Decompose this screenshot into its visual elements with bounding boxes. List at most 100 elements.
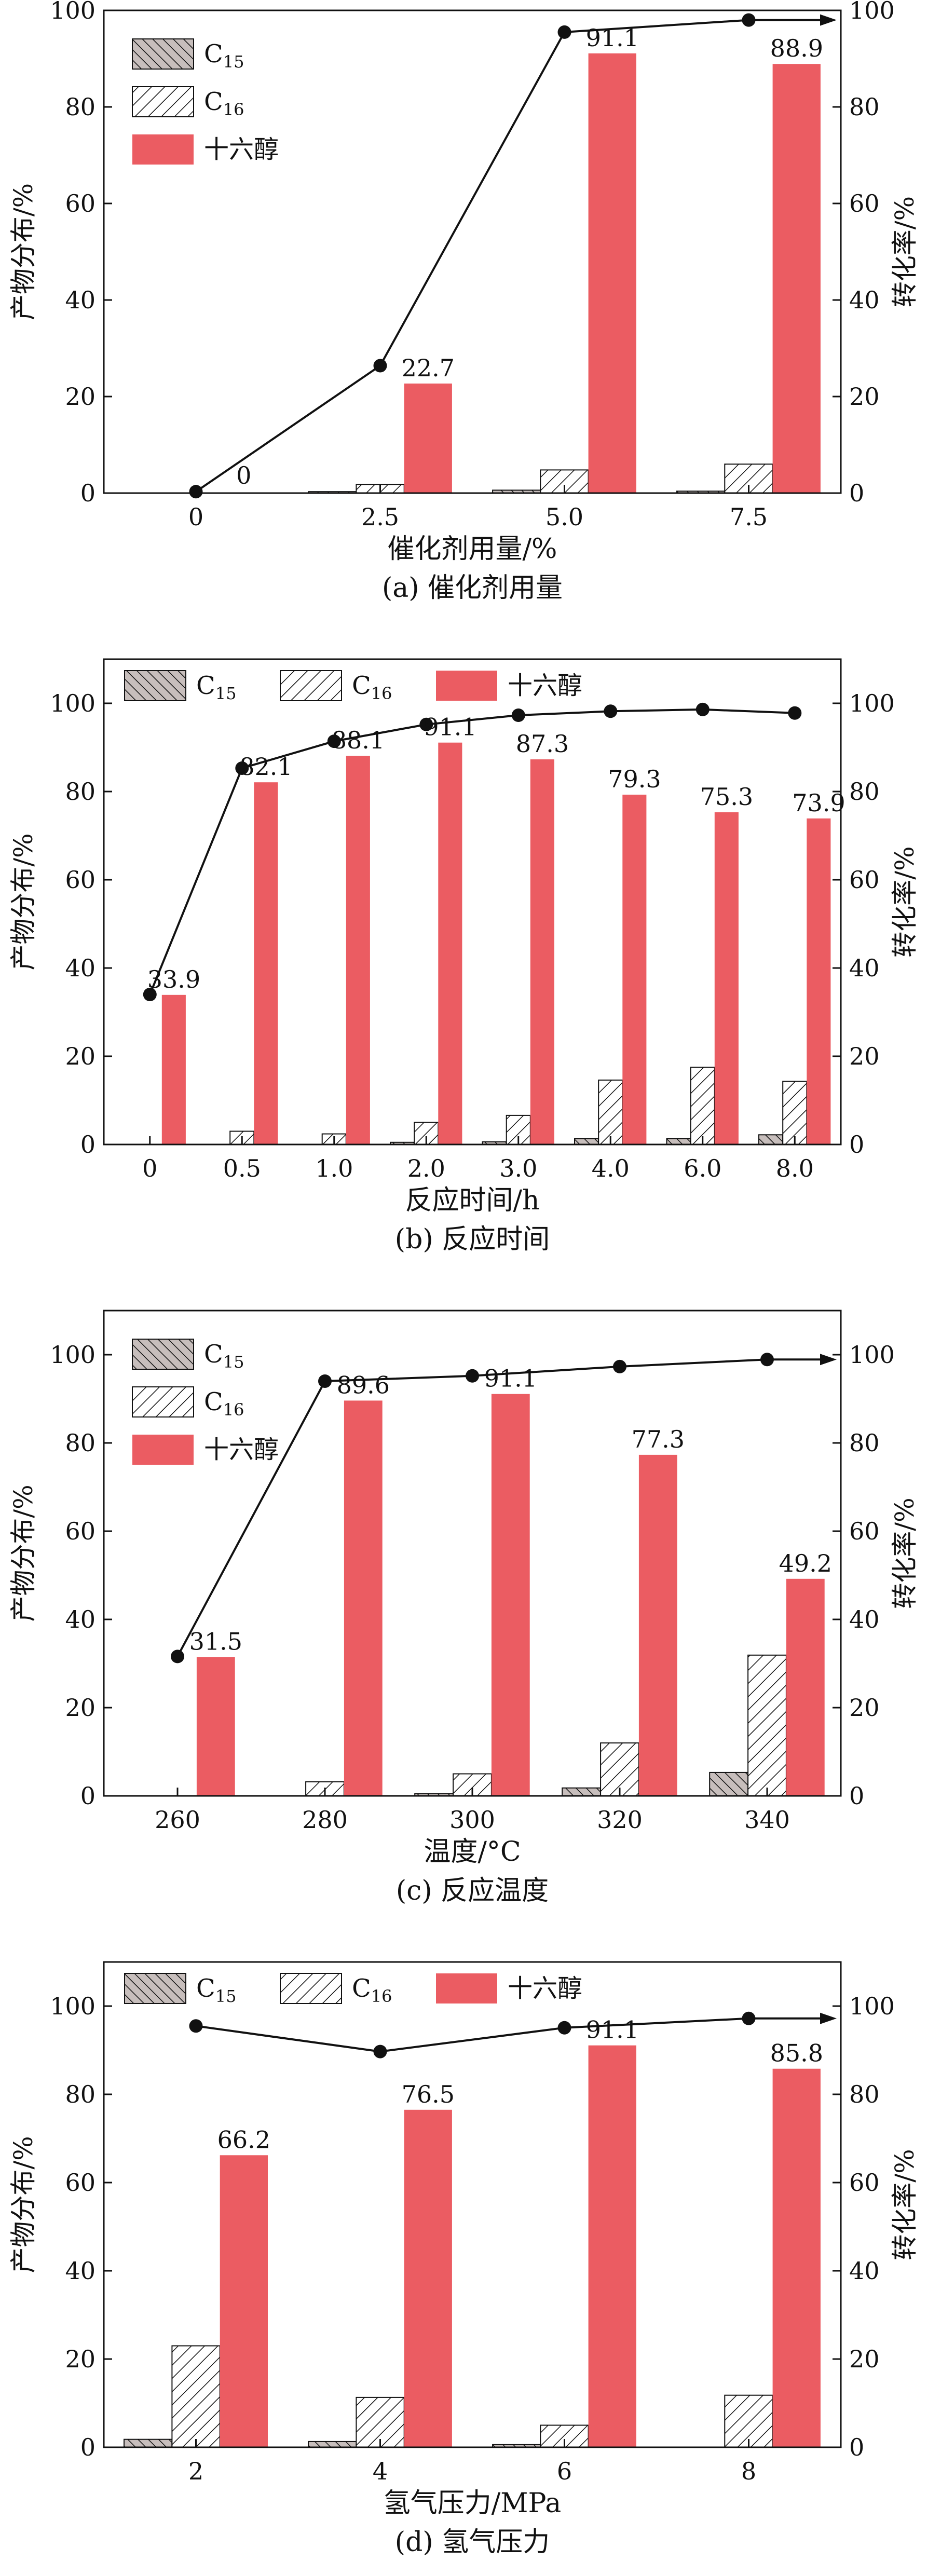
y2-tick-label: 40: [849, 286, 880, 314]
legend-alcohol-label: 十六醇: [204, 1435, 279, 1464]
legend-alcohol-swatch: [132, 1435, 194, 1465]
legend-c15-label: C15: [204, 1340, 244, 1372]
y2-tick-label: 20: [849, 1694, 880, 1722]
bar-value-label: 91.1: [484, 1365, 537, 1393]
alcohol-bar: [438, 742, 462, 1144]
alcohol-bar: [404, 2109, 452, 2448]
y2-tick-label: 60: [849, 2169, 880, 2197]
panel-caption: (a) 催化剂用量: [382, 573, 563, 604]
plot-frame: [103, 658, 842, 1146]
legend-alcohol-label: 十六醇: [508, 1974, 582, 2003]
conversion-point: [171, 1650, 184, 1664]
legend: C15 C16 十六醇: [124, 1973, 582, 2006]
alcohol-bar: [588, 53, 636, 494]
x-tick-label: 3.0: [499, 1154, 537, 1182]
y-tick-label: 40: [65, 286, 96, 314]
conversion-point: [143, 988, 157, 1001]
legend-c15-label: C15: [204, 39, 244, 72]
alcohol-bar: [588, 2045, 636, 2447]
legend: C15 C16 十六醇: [124, 670, 582, 703]
c15-bar: [124, 2438, 173, 2448]
conversion-point: [419, 717, 433, 731]
bar-value-label: 87.3: [516, 730, 569, 758]
bar-value-label: 91.1: [586, 2016, 639, 2044]
bar-value-label: 33.9: [147, 965, 200, 993]
alcohol-bar: [786, 1578, 825, 1796]
legend: C15 C16 十六醇: [132, 38, 279, 165]
y2-tick-label: 20: [849, 1042, 880, 1070]
y-tick-label: 0: [80, 1782, 96, 1810]
y2-axis-title: 转化率/%: [890, 196, 920, 307]
legend-c15-label: C15: [196, 671, 236, 703]
y2-tick-label: 100: [849, 689, 895, 717]
x-tick-label: 7.5: [730, 503, 768, 531]
x-axis-title: 温度/°C: [424, 1836, 521, 1868]
legend-c15-swatch: [124, 1973, 186, 2004]
x-tick-label: 0: [188, 503, 203, 531]
legend-c16-swatch: [280, 670, 342, 701]
legend-alcohol-swatch: [436, 1973, 497, 2003]
x-tick-label: 0: [142, 1154, 157, 1182]
bar-value-label: 88.9: [770, 34, 823, 62]
alcohol-bar: [491, 1394, 530, 1796]
y2-tick-label: 60: [849, 866, 880, 894]
legend: C15 C16 十六醇: [132, 1339, 279, 1465]
y2-tick-label: 0: [849, 1130, 864, 1158]
alcohol-bar: [714, 812, 739, 1144]
conversion-arrow: [820, 14, 837, 26]
y-axis-title: 产物分布/%: [8, 183, 38, 320]
alcohol-bar: [344, 1400, 383, 1796]
y-tick-label: 20: [65, 2345, 96, 2373]
y-tick-label: 20: [65, 1042, 96, 1070]
conversion-point: [788, 706, 802, 720]
alcohol-bar: [161, 994, 186, 1144]
y-axis-title: 产物分布/%: [8, 2136, 38, 2273]
y-tick-label: 80: [65, 1429, 96, 1457]
x-tick-label: 300: [449, 1806, 495, 1834]
y-tick-label: 40: [65, 2257, 96, 2285]
chart-panel: 31.5 89.6 91.1 77.3 49.2 0 20 40 60 80 100 0 20 40 60 8…: [8, 1310, 920, 1906]
bar-value-label: 82.1: [239, 753, 292, 781]
bar-value-label: 73.9: [792, 789, 845, 817]
conversion-line: [176, 1358, 831, 1657]
conversion-point: [760, 1353, 774, 1367]
alcohol-bar: [404, 383, 452, 493]
y-tick-label: 0: [80, 479, 96, 507]
x-tick-label: 5.0: [545, 503, 583, 531]
y-tick-label: 0: [80, 2433, 96, 2461]
plot-frame: [103, 1961, 842, 2448]
x-axis-title: 催化剂用量/%: [388, 534, 557, 565]
bar-value-label: 22.7: [402, 354, 455, 382]
conversion-point: [373, 2045, 387, 2059]
alcohol-bar: [220, 2155, 268, 2447]
conversion-point: [235, 761, 249, 775]
alcohol-bar: [638, 1454, 677, 1796]
conversion-arrow: [820, 1354, 837, 1366]
y-tick-label: 60: [65, 866, 96, 894]
y2-tick-label: 20: [849, 383, 880, 411]
y2-tick-label: 20: [849, 2345, 880, 2373]
bar-value-label: 75.3: [700, 783, 753, 811]
alcohol-bar: [530, 759, 554, 1144]
alcohol-bar: [772, 2068, 821, 2447]
c16-bar: [724, 2394, 773, 2448]
c16-bar: [747, 1654, 787, 1797]
legend-alcohol-swatch: [132, 134, 194, 165]
y2-tick-label: 40: [849, 1605, 880, 1633]
legend-c15-swatch: [132, 1339, 194, 1370]
y-tick-label: 100: [50, 689, 96, 717]
y-tick-label: 20: [65, 1694, 96, 1722]
c15-bar: [574, 1138, 599, 1145]
x-tick-label: 1.0: [315, 1154, 353, 1182]
conversion-point: [327, 734, 341, 748]
y2-tick-label: 100: [849, 1992, 895, 2020]
c15-bar: [308, 2441, 357, 2448]
c15-bar: [709, 1771, 748, 1796]
y2-tick-label: 80: [849, 2080, 880, 2108]
y-tick-label: 100: [50, 1341, 96, 1369]
c16-bar: [782, 1081, 808, 1145]
conversion-arrow: [820, 2012, 837, 2024]
conversion-point: [613, 1359, 626, 1373]
chart-panel: 0 22.7 91.1 88.9 0 20 40 60 80 100 0 20 40 60 80 100 0 2.…: [8, 0, 920, 604]
